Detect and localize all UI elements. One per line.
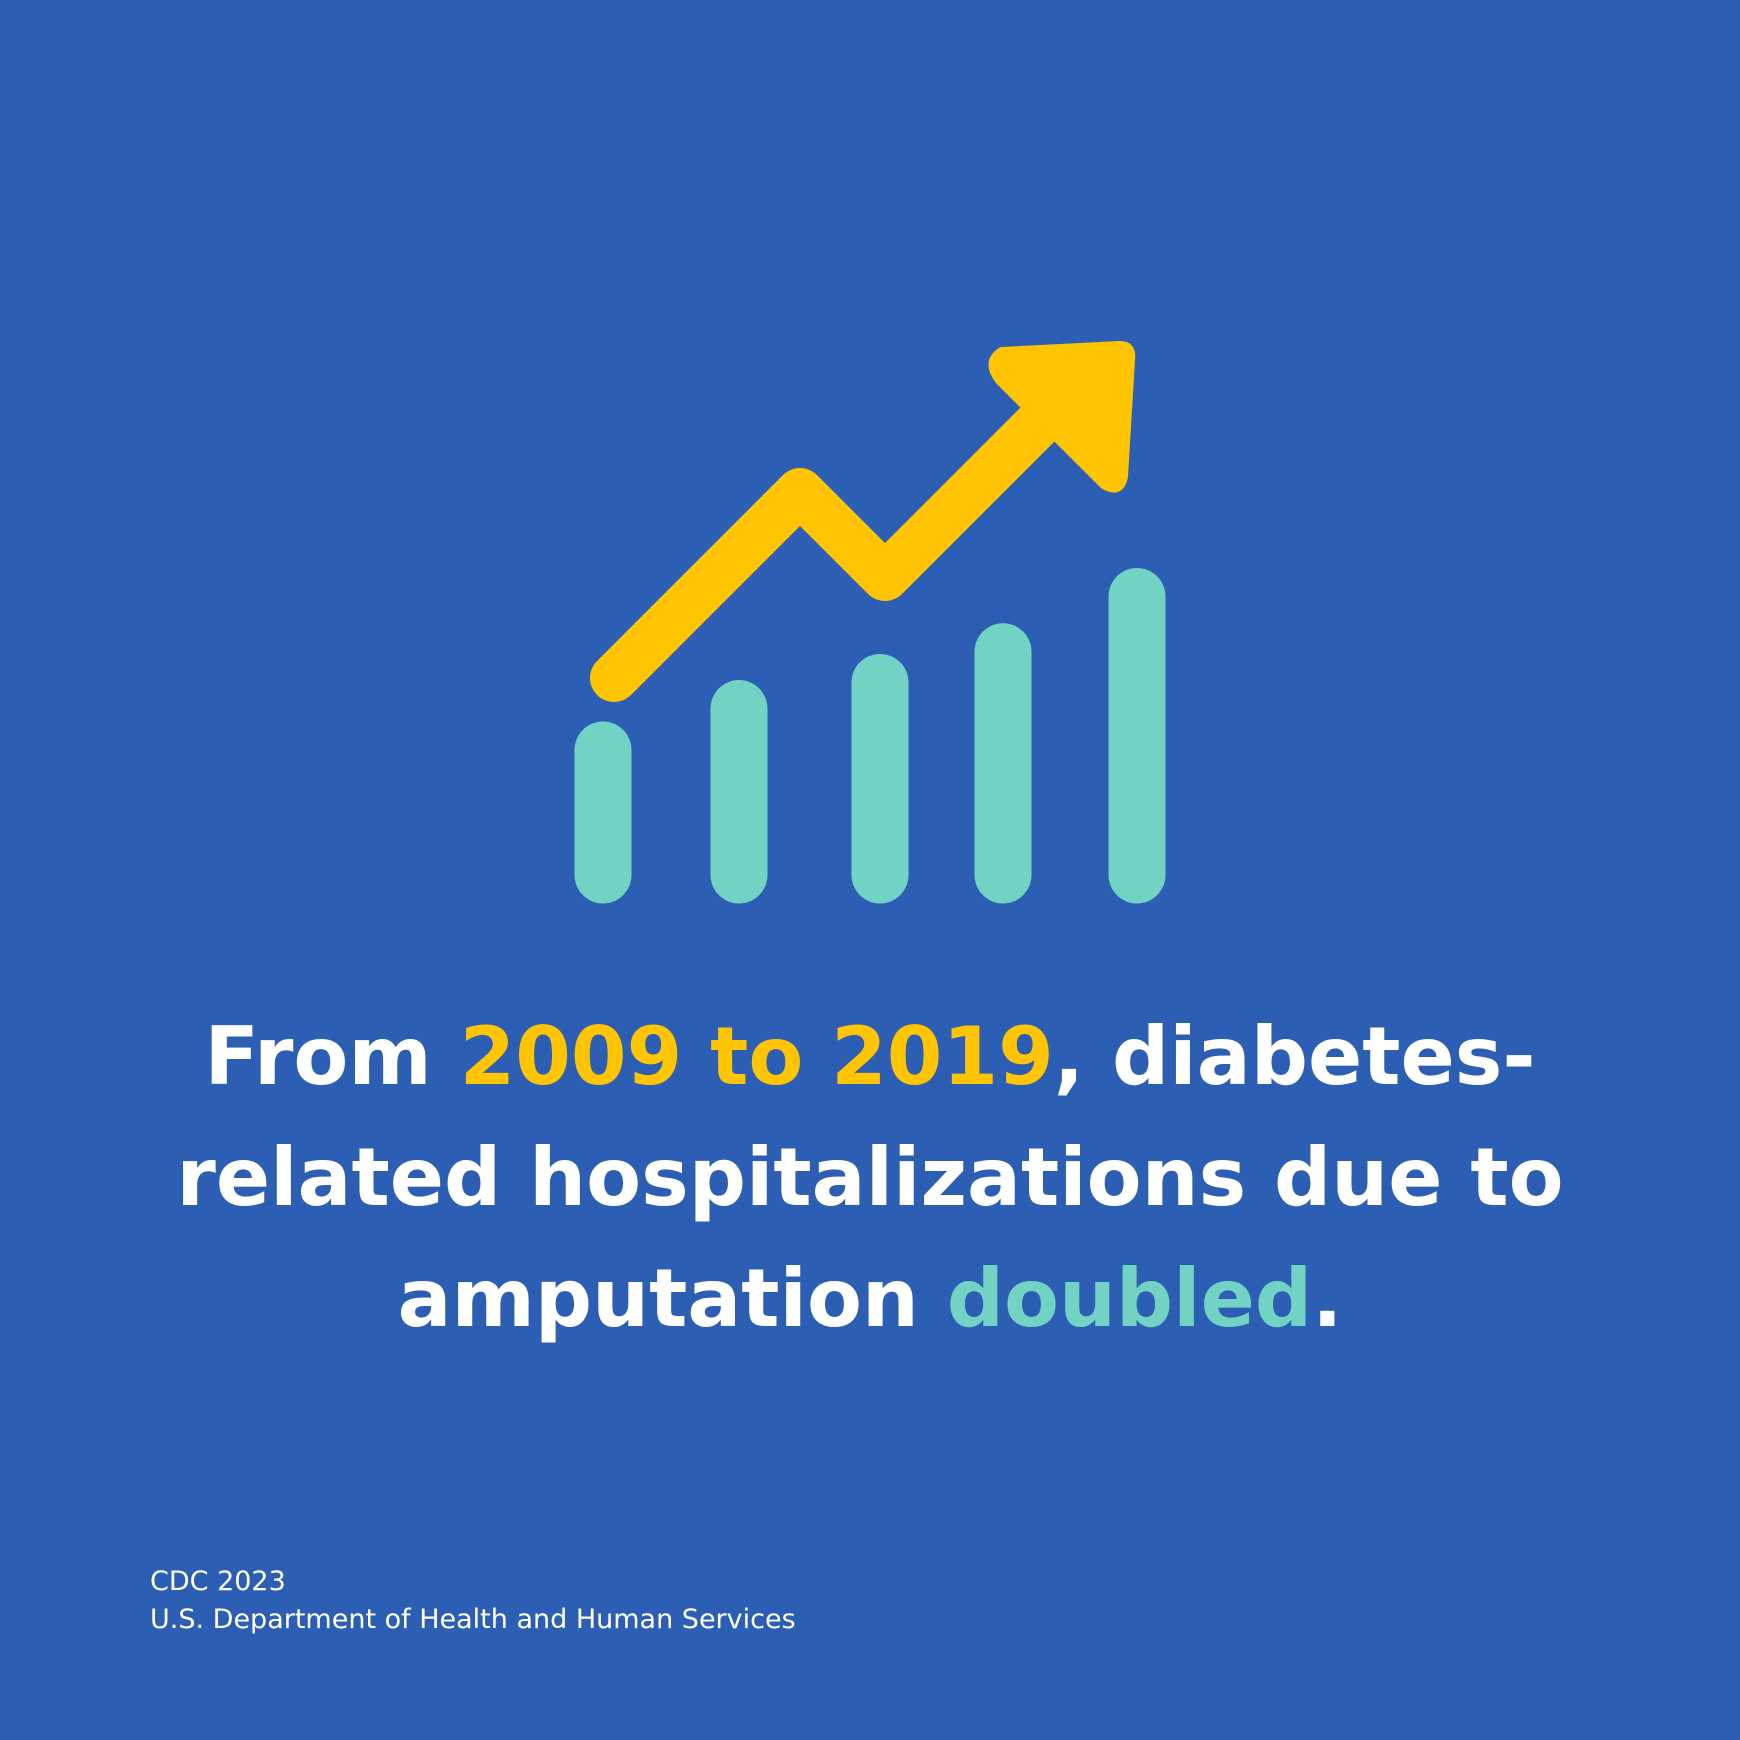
headline: From 2009 to 2019, diabetes-related hosp…	[150, 996, 1590, 1359]
headline-years: 2009 to 2019	[459, 1010, 1054, 1103]
chart-bar-icon-5	[1108, 568, 1166, 904]
chart-bar-icon-2	[710, 680, 768, 904]
source-citation: CDC 2023 U.S. Department of Health and H…	[150, 1563, 796, 1639]
chart-bar-icon-4	[974, 623, 1032, 904]
source-line-department: U.S. Department of Health and Human Serv…	[150, 1604, 796, 1635]
source-line-org: CDC 2023	[150, 1566, 286, 1597]
chart-bar-icon-3	[851, 653, 909, 904]
chart-bar-icon-1	[574, 721, 632, 904]
headline-end: .	[1312, 1252, 1343, 1345]
headline-emphasis: doubled	[946, 1252, 1313, 1345]
headline-middle: , diabetes-related hospitalizations due …	[176, 1010, 1564, 1345]
bar-group	[574, 568, 1166, 904]
trend-arrow-icon	[590, 341, 1136, 702]
headline-lead: From	[204, 1010, 460, 1103]
